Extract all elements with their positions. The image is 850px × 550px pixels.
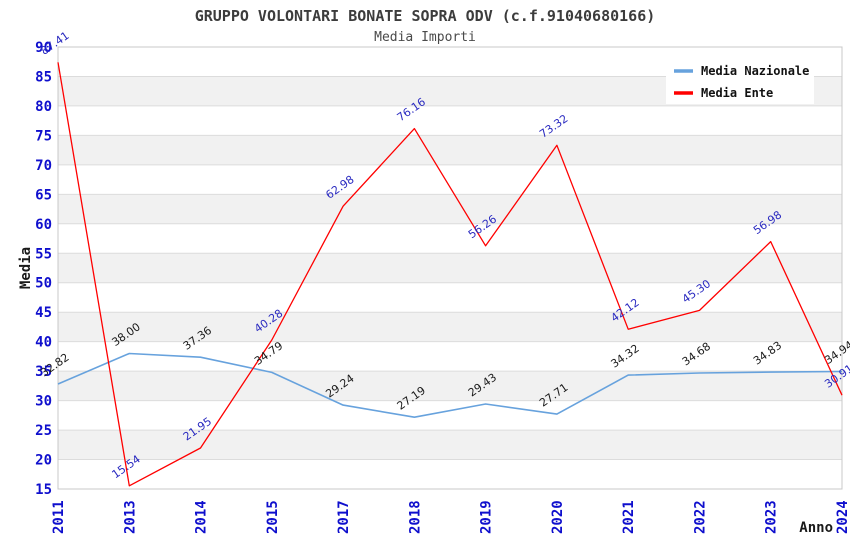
legend: Media Nazionale Media Ente xyxy=(666,57,814,104)
y-tick-label: 20 xyxy=(35,453,52,469)
x-tick-label: 2018 xyxy=(407,500,423,534)
y-tick-label: 55 xyxy=(35,246,52,262)
legend-label: Media Nazionale xyxy=(701,64,809,78)
stripe-band xyxy=(58,164,842,195)
legend-label: Media Ente xyxy=(701,86,773,100)
y-tick-label: 25 xyxy=(35,423,52,439)
y-tick-label: 65 xyxy=(35,187,52,203)
stripe-band xyxy=(58,223,842,254)
x-tick-label: 2024 xyxy=(835,500,850,534)
y-tick-label: 75 xyxy=(35,128,52,144)
stripe-band xyxy=(58,400,842,431)
x-tick-label: 2020 xyxy=(550,500,566,534)
chart-subtitle: Media Importi xyxy=(374,30,476,45)
y-axis-tick-labels: 15 20 25 30 35 40 45 50 55 60 65 70 75 80 85 90 xyxy=(35,40,52,498)
stripe-band xyxy=(58,253,842,283)
y-tick-label: 90 xyxy=(35,40,52,56)
x-axis-tick-labels: 2011 2013 2014 2015 2017 2018 2019 2020 2021 2022… xyxy=(51,500,850,534)
x-tick-label: 2013 xyxy=(122,500,138,534)
stripe-band xyxy=(58,135,842,165)
stripe-band xyxy=(58,282,842,313)
y-tick-label: 85 xyxy=(35,69,52,85)
y-tick-label: 35 xyxy=(35,364,52,380)
y-tick-label: 50 xyxy=(35,276,52,292)
x-tick-label: 2022 xyxy=(692,500,708,534)
chart-title: GRUPPO VOLONTARI BONATE SOPRA ODV (c.f.9… xyxy=(195,7,656,25)
y-tick-label: 45 xyxy=(35,305,52,321)
series-line-media-ente xyxy=(57,62,843,487)
x-tick-label: 2019 xyxy=(479,500,495,534)
x-tick-label: 2015 xyxy=(265,500,281,534)
series-line-media-nazionale xyxy=(57,352,843,419)
stripe-band xyxy=(58,194,842,224)
stripe-band xyxy=(58,105,842,136)
x-tick-label: 2014 xyxy=(194,500,210,534)
x-tick-label: 2021 xyxy=(621,500,637,534)
x-tick-label: 2011 xyxy=(51,500,67,534)
stripe-band xyxy=(58,371,842,401)
legend-box xyxy=(666,57,814,104)
y-tick-label: 80 xyxy=(35,99,52,115)
series-lines xyxy=(57,62,843,487)
y-tick-label: 70 xyxy=(35,158,52,174)
stripe-band xyxy=(58,459,842,489)
y-tick-label: 60 xyxy=(35,217,52,233)
x-tick-label: 2017 xyxy=(336,500,352,534)
y-axis-title: Media xyxy=(18,247,34,289)
x-tick-label: 2023 xyxy=(764,500,780,534)
y-tick-label: 15 xyxy=(35,482,52,498)
stripe-band xyxy=(58,430,842,460)
plot-stripe-bands xyxy=(58,47,842,489)
y-tick-label: 40 xyxy=(35,335,52,351)
y-tick-label: 30 xyxy=(35,394,52,410)
x-axis-title: Anno xyxy=(799,520,833,536)
plot-border xyxy=(57,46,843,490)
stripe-band xyxy=(58,312,842,342)
